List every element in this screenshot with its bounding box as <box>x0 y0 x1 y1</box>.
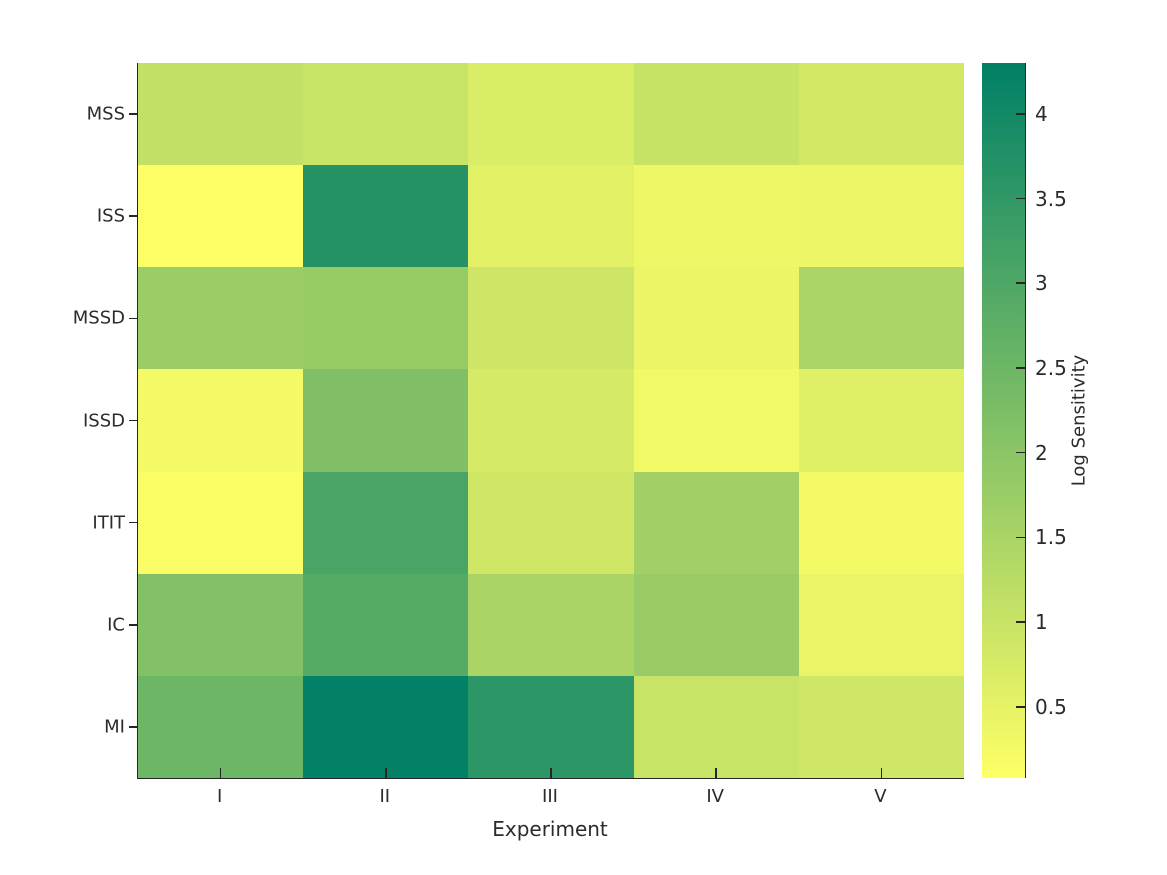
y-tick-mark <box>129 317 137 320</box>
heatmap-cell-ITIT-II <box>303 471 469 574</box>
y-tick-label: ISS <box>96 205 125 227</box>
heatmap-cell-ISSD-V <box>798 369 964 472</box>
heatmap-cell-ISS-I <box>138 165 304 268</box>
colorbar-tick-label: 1 <box>1035 610 1048 635</box>
heatmap-cell-MSSD-II <box>303 267 469 370</box>
y-tick-mark <box>129 113 137 115</box>
y-tick-mark <box>129 419 137 422</box>
heatmap-cell-MI-V <box>798 675 964 778</box>
heatmap-cell-MI-I <box>138 675 304 778</box>
y-tick-label: ISSD <box>82 410 125 431</box>
heatmap-cell-MSS-V <box>798 63 964 166</box>
x-tick-mark <box>385 768 387 778</box>
heatmap-cell-ITIT-III <box>468 471 634 574</box>
y-tick-label: MSS <box>86 103 125 125</box>
y-tick-mark <box>129 726 137 728</box>
colorbar-tick-label: 2 <box>1035 440 1048 465</box>
heatmap-cell-IC-I <box>138 573 304 676</box>
x-tick-label: V <box>874 786 887 807</box>
heatmap-cell-ISS-IV <box>633 165 799 268</box>
colorbar-tick-label: 2.5 <box>1035 355 1067 380</box>
y-axis-tick-labels: MSS ISS MSSD ISSD ITIT IC MI <box>0 63 137 778</box>
colorbar <box>982 63 1026 778</box>
y-tick-label: MI <box>104 716 125 738</box>
x-tick-label: III <box>542 786 558 807</box>
x-axis-tick-labels: I II III IV V <box>137 786 963 812</box>
colorbar-tick-mark <box>1016 367 1025 369</box>
heatmap-cell-MSS-III <box>468 63 634 166</box>
heatmap-plot-area <box>129 63 964 779</box>
y-tick-label: MSSD <box>72 307 125 329</box>
heatmap-cell-ITIT-V <box>798 471 964 574</box>
heatmap-cell-ISSD-II <box>303 369 469 472</box>
heatmap-cell-ISS-III <box>468 165 634 268</box>
colorbar-tick-label: 1.5 <box>1035 525 1067 550</box>
heatmap-cell-MSSD-V <box>798 267 964 370</box>
x-tick-mark <box>880 768 883 778</box>
colorbar-tick-label: 4 <box>1035 101 1048 126</box>
heatmap-cell-MSSD-III <box>468 267 634 370</box>
heatmap-cell-MI-III <box>468 675 634 778</box>
heatmap-cell-ITIT-I <box>138 471 304 574</box>
heatmap-cell-ISSD-I <box>138 369 304 472</box>
x-tick-label: I <box>216 786 223 807</box>
x-tick-mark <box>219 768 222 778</box>
heatmap-cell-ISSD-IV <box>633 369 799 472</box>
x-axis-title: Experiment <box>492 817 608 841</box>
colorbar-axis-label: Log Sensitivity <box>1062 63 1096 778</box>
heatmap-cell-IC-II <box>303 573 469 676</box>
colorbar-tick-mark <box>1016 536 1025 539</box>
heatmap-cell-IC-III <box>468 573 634 676</box>
heatmap-cell-MSSD-I <box>138 267 304 370</box>
colorbar-tick-label: 3.5 <box>1035 186 1067 211</box>
colorbar-tick-mark <box>1016 706 1025 708</box>
heatmap-cell-ISS-II <box>303 165 469 268</box>
colorbar-tick-label: 0.5 <box>1035 694 1067 719</box>
colorbar-tick-mark <box>1016 621 1025 623</box>
heatmap-cell-MSSD-IV <box>633 267 799 370</box>
heatmap-cell-MSS-I <box>138 63 304 166</box>
heatmap-cell-MSS-II <box>303 63 469 166</box>
heatmap-cell-IC-IV <box>633 573 799 676</box>
colorbar-tick-mark <box>1016 113 1025 115</box>
colorbar-tick-mark <box>1016 197 1025 200</box>
x-tick-label: II <box>379 786 391 807</box>
heatmap-cell-MI-II <box>303 675 469 778</box>
x-tick-mark <box>550 768 552 778</box>
colorbar-tick-mark <box>1016 282 1025 285</box>
x-tick-mark <box>715 768 717 778</box>
y-tick-mark <box>129 521 137 524</box>
colorbar-tick-label: 3 <box>1035 271 1048 296</box>
colorbar-tick-mark <box>1016 451 1025 454</box>
heatmap-cell-MSS-IV <box>633 63 799 166</box>
y-tick-label: ITIT <box>92 512 125 534</box>
y-tick-label: IC <box>107 614 125 636</box>
y-tick-mark <box>129 623 137 626</box>
heatmap-cell-MI-IV <box>633 675 799 778</box>
heatmap-cell-IC-V <box>798 573 964 676</box>
heatmap-cell-ISSD-III <box>468 369 634 472</box>
x-tick-label: IV <box>706 786 724 807</box>
heatmap-cell-ISS-V <box>798 165 964 268</box>
colorbar-axis-label-text: Log Sensitivity <box>1068 354 1090 487</box>
y-tick-mark <box>129 215 137 217</box>
heatmap-cell-ITIT-IV <box>633 471 799 574</box>
